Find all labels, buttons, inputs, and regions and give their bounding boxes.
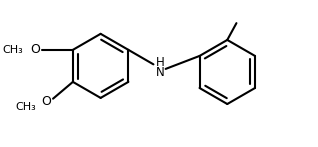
Text: CH₃: CH₃ (16, 102, 36, 112)
Text: H: H (156, 56, 164, 69)
Text: O: O (42, 95, 52, 108)
Text: CH₃: CH₃ (3, 45, 24, 55)
Text: N: N (156, 66, 164, 79)
Text: O: O (30, 43, 40, 56)
